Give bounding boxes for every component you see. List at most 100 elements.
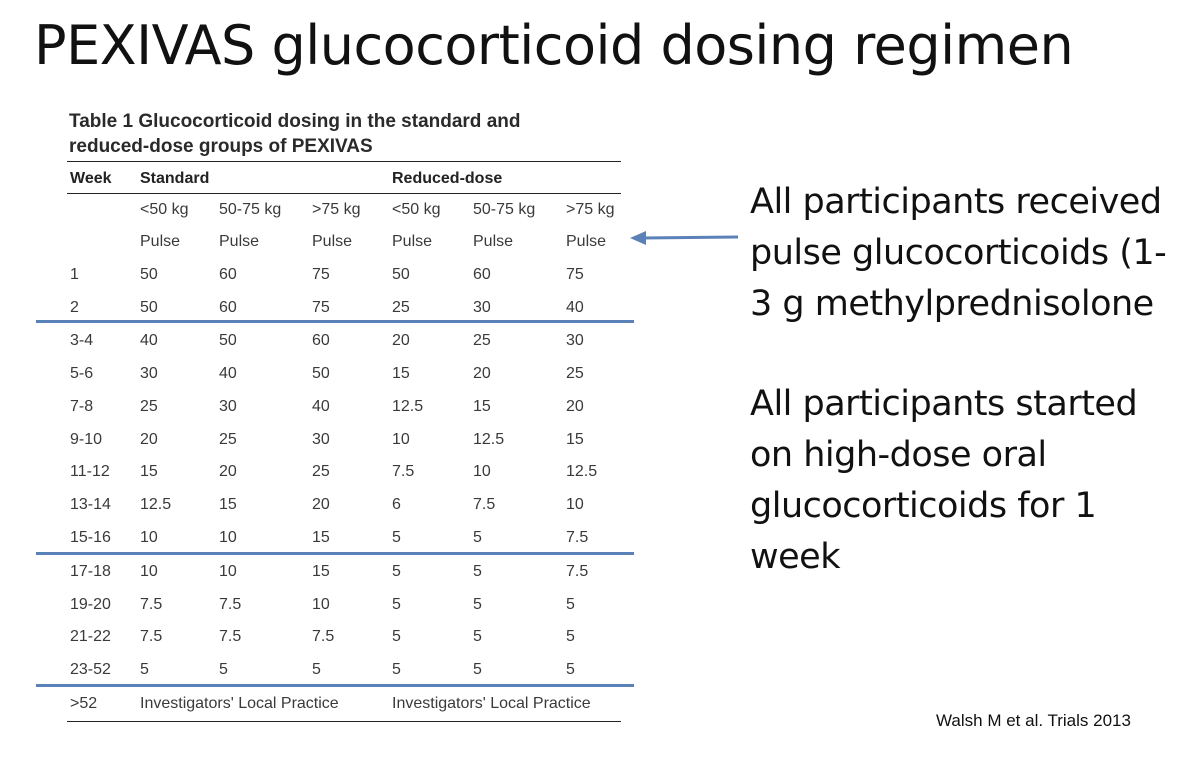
week-cell: 21-22 (70, 628, 111, 645)
dose-cell: 5 (473, 661, 482, 678)
dose-cell: 60 (219, 299, 237, 316)
dose-cell: 12.5 (140, 496, 172, 513)
dose-cell: 40 (140, 332, 158, 349)
dose-cell: 15 (566, 431, 584, 448)
week-cell: 3-4 (70, 332, 94, 349)
weight-header: >75 kg (312, 201, 361, 218)
dose-cell: 5 (392, 529, 401, 546)
dose-cell: 25 (312, 463, 330, 480)
dose-cell: 20 (566, 398, 584, 415)
dose-cell: 30 (473, 299, 491, 316)
dose-cell: 25 (219, 431, 237, 448)
dose-cell: 12.5 (473, 431, 505, 448)
week-cell: 11-12 (70, 463, 110, 480)
section-divider (36, 552, 634, 555)
dose-cell: 20 (312, 496, 330, 513)
weight-header: <50 kg (392, 201, 441, 218)
week-cell: 13-14 (70, 496, 111, 513)
oral-annotation: All participants started on high-dose or… (750, 379, 1180, 583)
dose-cell: 20 (140, 431, 158, 448)
dose-cell: 7.5 (219, 596, 242, 613)
dose-cell: 7.5 (473, 496, 496, 513)
pulse-cell: Pulse (219, 233, 260, 250)
dose-cell: 15 (312, 563, 330, 580)
dose-cell: 25 (140, 398, 158, 415)
dose-cell: 25 (566, 365, 584, 382)
dose-cell: 30 (140, 365, 158, 382)
pulse-annotation-line: All participants received (750, 182, 1162, 222)
dose-cell: 30 (219, 398, 237, 415)
dose-cell: 5 (473, 628, 482, 645)
table-caption-line-1: Table 1 Glucocorticoid dosing in the sta… (69, 111, 521, 132)
dose-cell: 5 (312, 661, 321, 678)
weight-header: <50 kg (140, 201, 189, 218)
header-reduced-dose: Reduced-dose (392, 170, 503, 187)
oral-annotation-line: week (750, 537, 840, 577)
dose-cell: 10 (312, 596, 330, 613)
dose-cell: 30 (566, 332, 584, 349)
dose-cell: 5 (219, 661, 228, 678)
dose-cell: 7.5 (392, 463, 415, 480)
local-practice-standard: Investigators' Local Practice (140, 695, 339, 712)
dose-cell: 15 (312, 529, 330, 546)
dose-cell: 7.5 (312, 628, 335, 645)
dose-cell: 5 (566, 596, 575, 613)
dose-cell: 7.5 (219, 628, 242, 645)
section-divider (36, 320, 634, 323)
dose-cell: 75 (312, 266, 330, 283)
dose-cell: 5 (473, 596, 482, 613)
dose-cell: 10 (219, 563, 237, 580)
week-cell: 2 (70, 299, 79, 316)
dose-cell: 7.5 (140, 628, 163, 645)
dose-cell: 60 (219, 266, 237, 283)
dose-cell: 5 (473, 529, 482, 546)
table-header-rule (67, 193, 621, 194)
week-cell: 9-10 (70, 431, 103, 448)
header-standard: Standard (140, 170, 210, 187)
weight-header: 50-75 kg (219, 201, 282, 218)
dose-cell: 10 (140, 563, 158, 580)
dose-cell: 5 (392, 563, 401, 580)
table-caption-line-2: reduced-dose groups of PEXIVAS (69, 136, 373, 157)
dose-cell: 15 (392, 365, 410, 382)
week-cell: 17-18 (70, 563, 111, 580)
pulse-cell: Pulse (312, 233, 353, 250)
dose-cell: 30 (312, 431, 330, 448)
week-cell: 5-6 (70, 365, 94, 382)
dose-cell: 10 (473, 463, 491, 480)
week-cell: 19-20 (70, 596, 111, 613)
week-cell: 23-52 (70, 661, 111, 678)
dose-cell: 5 (140, 661, 149, 678)
week-cell: 7-8 (70, 398, 94, 415)
dose-cell: 5 (392, 661, 401, 678)
oral-annotation-line: All participants started (750, 384, 1138, 424)
dose-cell: 15 (219, 496, 237, 513)
dose-cell: 10 (566, 496, 584, 513)
pulse-cell: Pulse (566, 233, 607, 250)
oral-annotation-line: glucocorticoids for 1 (750, 486, 1097, 526)
dose-cell: 50 (392, 266, 410, 283)
arrow-left-icon (630, 231, 739, 245)
oral-annotation-line: on high-dose oral (750, 435, 1047, 475)
dose-cell: 5 (392, 596, 401, 613)
dose-cell: 15 (473, 398, 491, 415)
citation: Walsh M et al. Trials 2013 (936, 711, 1131, 730)
week-cell: 15-16 (70, 529, 111, 546)
table-top-rule (67, 161, 621, 162)
dose-cell: 40 (312, 398, 330, 415)
pulse-annotation-line: 3 g methylprednisolone (750, 284, 1154, 324)
dose-cell: 20 (219, 463, 237, 480)
dose-cell: 60 (312, 332, 330, 349)
dose-cell: 60 (473, 266, 491, 283)
pulse-cell: Pulse (473, 233, 514, 250)
slide-title: PEXIVAS glucocorticoid dosing regimen (34, 14, 1074, 77)
dose-cell: 10 (392, 431, 410, 448)
dose-cell: 12.5 (392, 398, 424, 415)
dose-cell: 7.5 (566, 529, 589, 546)
section-divider (36, 684, 634, 687)
week-cell: 1 (70, 266, 79, 283)
dose-cell: 10 (219, 529, 237, 546)
table-bottom-rule (67, 721, 621, 722)
dose-cell: 7.5 (140, 596, 163, 613)
table-caption: Table 1 Glucocorticoid dosing in the sta… (69, 109, 629, 159)
